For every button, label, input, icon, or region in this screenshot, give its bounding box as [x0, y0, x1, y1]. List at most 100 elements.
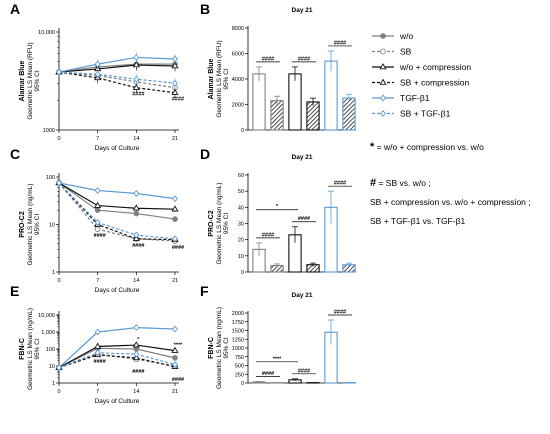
panel-f-bracket-label: **** [273, 356, 282, 362]
panel-d-ytick-label: 50 [238, 189, 244, 195]
panel-c-ytick-label: 1 [52, 270, 55, 276]
panel-f-bracket-label: #### [298, 368, 310, 374]
panel-d-ytick-label: 60 [238, 173, 244, 179]
panel-e-point [94, 328, 101, 336]
legend-note-text: = SB vs. w/o ; [376, 178, 431, 188]
legend-note: SB + TGF-β1 vs. TGF-β1 [370, 216, 465, 226]
panel-f-ylabel: Geometric LS Mean (ng/mL) [216, 307, 223, 389]
panel-a-point [94, 70, 101, 78]
panel-b-ytick-label: 8000 [232, 26, 244, 32]
panel-c-series-line [58, 182, 176, 210]
panel-b-title: Day 21 [292, 7, 313, 14]
panel-c-point [56, 179, 62, 187]
panel-b-row-label: Alamar Blue [208, 58, 215, 99]
panel-e-annotation: #### [132, 369, 144, 375]
panel-d-bracket-label: #### [334, 181, 346, 187]
panel-a-ytick-label: 1000 [43, 128, 55, 134]
panel-b-bracket-label: #### [298, 56, 310, 62]
legend-note-text: SB + TGF-β1 vs. TGF-β1 [370, 216, 465, 226]
panel-b-ytick-label: 6000 [232, 52, 244, 58]
panel-d-bracket-label: #### [262, 232, 274, 238]
panel-f-ytick-label: 2000 [232, 311, 244, 317]
legend-note-symbol: * [370, 141, 375, 153]
panel-d-ytick-label: 10 [238, 254, 244, 260]
panel-a-series-line [58, 71, 176, 84]
panel-e-annotation: #### [172, 377, 184, 383]
legend-marker [379, 78, 387, 85]
legend-note-text: = w/o + compression vs. w/o [374, 142, 484, 152]
panel-a-point [172, 55, 178, 63]
panel-f-ytick-label: 750 [235, 355, 244, 361]
panel-c-xtick-label: 0 [57, 278, 60, 284]
legend-note: # = SB vs. w/o ; [370, 177, 431, 189]
panel-e-xtick-label: 14 [133, 389, 139, 395]
panel-e-ylabel: Geometric LS Mean (ng/mL) [27, 308, 34, 390]
panel-c-series-line [58, 182, 176, 242]
panel-c-annotation: #### [172, 245, 184, 251]
panel-c-row-label: PRO-C2 [19, 211, 26, 238]
panel-d-ytick-label: 20 [238, 238, 244, 244]
panel-e-series-line [58, 344, 176, 369]
panel-b-bar [288, 73, 302, 131]
panel-e-annotation: **** [174, 343, 183, 349]
panel-a-xtick-label: 0 [57, 136, 60, 142]
panel-e-point [171, 346, 179, 353]
panel-b-letter: B [200, 1, 210, 17]
panel-f-title: Day 21 [292, 292, 313, 299]
legend-label: SB + compression [400, 78, 469, 88]
panel-e-ytick-label: 10 [49, 364, 55, 370]
panel-a-point [132, 61, 140, 68]
panel-f-ytick-label: 500 [235, 364, 244, 370]
panel-b-ytick-label: 4000 [232, 77, 244, 83]
panel-c-point [133, 210, 140, 217]
panel-a-xlabel: Days of Culture [95, 145, 140, 152]
panel-a-point [171, 62, 179, 69]
panel-b-bar [252, 73, 266, 131]
panel-a-ylabel: Geometric LS Mean (RFU) [27, 42, 34, 119]
panel-f-ytick-label: 250 [235, 372, 244, 378]
panel-e-point [94, 349, 101, 357]
panel-a-point [171, 88, 179, 95]
panel-b-bar [342, 97, 356, 131]
panel-e-point [133, 324, 140, 332]
legend-marker [380, 110, 386, 117]
panel-d-ytick-label: 40 [238, 205, 244, 211]
panel-f-ytick-label: 1000 [232, 346, 244, 352]
legend-label: SB + TGF-β1 [400, 109, 451, 119]
panel-d-letter: D [200, 146, 210, 162]
panel-a-annotation: #### [172, 97, 184, 103]
panel-a-series-line [58, 71, 176, 94]
panel-e-annotation: #### [94, 359, 106, 365]
panel-e-xtick-label: 0 [57, 389, 60, 395]
panel-a-xtick-label: 21 [172, 136, 178, 142]
panel-a-xtick-label: 14 [133, 136, 139, 142]
panel-e-letter: E [10, 283, 19, 299]
legend-label: TGF-β1 [400, 93, 430, 103]
panel-c-point [132, 204, 140, 211]
panel-c-ytick-label: 10 [49, 223, 55, 229]
legend-marker [380, 48, 386, 55]
panel-d-bracket-label: * [276, 204, 279, 210]
legend-label: w/o + compression [399, 62, 471, 72]
panel-e-ytick-label: 1,000 [41, 330, 55, 336]
panel-c-series-line [58, 182, 176, 240]
panel-c-point [172, 216, 178, 222]
panel-e-point [172, 355, 178, 361]
panel-c-point [94, 207, 101, 214]
panel-d-ylabel-ci: 95% CI [223, 213, 230, 235]
panel-e-row-label: FBN-C [19, 338, 26, 360]
panel-a-series-line [58, 63, 175, 73]
panel-e-point [94, 342, 102, 349]
panel-d-ytick-label: 30 [238, 222, 244, 228]
panel-b-bracket-label: #### [334, 40, 346, 46]
legend-note: * = w/o + compression vs. w/o [370, 141, 484, 153]
panel-c-ylabel: Geometric LS Mean (ng/mL) [27, 183, 34, 265]
panel-b-ytick-label: 0 [241, 128, 244, 134]
panel-a-point [172, 79, 178, 87]
panel-a-point [133, 75, 140, 83]
panel-e-point [172, 361, 178, 369]
panel-c-series-line [58, 182, 176, 241]
panel-e-ytick-label: 100 [46, 347, 55, 353]
panel-f-ylabel-ci: 95% CI [223, 337, 230, 359]
legend-note: SB + compression vs. w/o + compression ; [370, 197, 531, 207]
